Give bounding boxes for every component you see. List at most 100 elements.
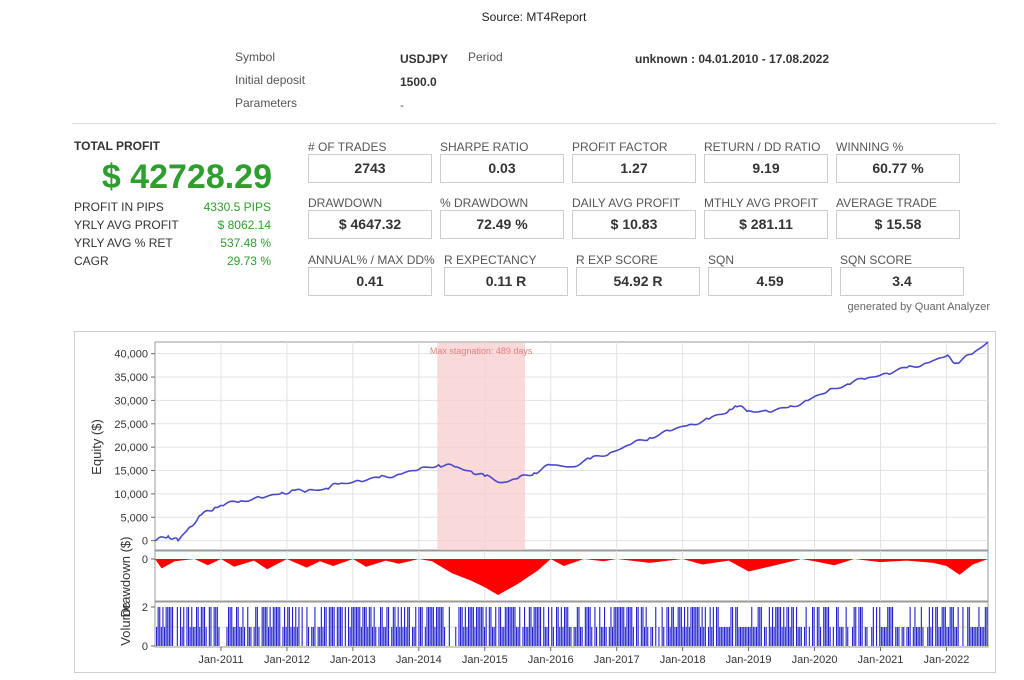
volume-bar bbox=[461, 607, 463, 646]
volume-bar bbox=[580, 627, 582, 646]
volume-bar bbox=[239, 627, 241, 646]
drawdown-axis-label: Drawdown ($) bbox=[118, 537, 133, 618]
volume-bar bbox=[818, 607, 820, 646]
volume-bar bbox=[740, 627, 742, 646]
volume-bar bbox=[661, 607, 663, 646]
volume-bar bbox=[909, 607, 911, 646]
volume-bar bbox=[528, 607, 530, 646]
volume-bar bbox=[231, 607, 233, 646]
volume-bar bbox=[860, 607, 862, 646]
volume-bar bbox=[328, 607, 330, 646]
max-stagnation-band bbox=[437, 343, 526, 550]
volume-bar bbox=[588, 607, 590, 646]
volume-bar bbox=[679, 607, 681, 646]
volume-bar bbox=[482, 607, 484, 646]
x-tick-label: Jan-2014 bbox=[396, 654, 442, 666]
volume-bar bbox=[394, 607, 396, 646]
volume-bar bbox=[277, 607, 279, 646]
equity-tick-label: 15,000 bbox=[114, 466, 148, 478]
metric-label-profit-factor: PROFIT FACTOR bbox=[572, 140, 668, 154]
total-profit-label: TOTAL PROFIT bbox=[74, 139, 160, 153]
metric-label-sqn: SQN bbox=[708, 253, 735, 267]
volume-bar bbox=[722, 627, 724, 646]
volume-bar bbox=[469, 607, 471, 646]
volume-bar bbox=[484, 627, 486, 646]
volume-bar bbox=[760, 607, 762, 646]
volume-bar bbox=[716, 607, 718, 646]
volume-bar bbox=[349, 627, 351, 646]
volume-bar bbox=[765, 627, 767, 646]
volume-bar bbox=[172, 607, 174, 646]
volume-bar bbox=[674, 627, 676, 646]
volume-bar bbox=[986, 607, 988, 646]
volume-bar bbox=[688, 627, 690, 646]
volume-bar bbox=[879, 607, 881, 646]
volume-bar bbox=[816, 607, 818, 646]
volume-bar bbox=[791, 607, 793, 646]
volume-bar bbox=[194, 627, 196, 646]
volume-bar bbox=[356, 607, 358, 646]
volume-bar bbox=[396, 627, 398, 646]
volume-bar bbox=[319, 627, 321, 646]
volume-bar bbox=[692, 607, 694, 646]
volume-bar bbox=[922, 627, 924, 646]
x-tick-label: Jan-2021 bbox=[858, 654, 904, 666]
volume-bar bbox=[824, 607, 826, 646]
volume-bar bbox=[658, 627, 660, 646]
volume-bar bbox=[855, 607, 857, 646]
volume-bar bbox=[546, 627, 548, 646]
volume-bar bbox=[602, 627, 604, 646]
volume-bar bbox=[852, 627, 854, 646]
volume-bar bbox=[567, 607, 569, 646]
volume-bar bbox=[392, 607, 394, 646]
volume-bar bbox=[314, 607, 316, 646]
volume-bar bbox=[906, 627, 908, 646]
volume-bar bbox=[728, 627, 730, 646]
volume-bar bbox=[381, 607, 383, 646]
volume-bar bbox=[509, 607, 511, 646]
volume-bar bbox=[672, 607, 674, 646]
volume-bar bbox=[952, 607, 954, 646]
volume-bar bbox=[685, 627, 687, 646]
volume-bar bbox=[370, 607, 372, 646]
volume-bar bbox=[285, 627, 287, 646]
volume-bar bbox=[943, 607, 945, 646]
volume-bar bbox=[386, 607, 388, 646]
volume-bar bbox=[431, 607, 433, 646]
volume-bar bbox=[378, 627, 380, 646]
volume-bar bbox=[663, 627, 665, 646]
volume-bar bbox=[367, 627, 369, 646]
volume-bar bbox=[205, 627, 207, 646]
volume-bar bbox=[258, 627, 260, 646]
metric-value-profit-factor: 1.27 bbox=[572, 154, 696, 183]
volume-bar bbox=[540, 607, 542, 646]
volume-bar bbox=[589, 607, 591, 646]
volume-bar bbox=[436, 607, 438, 646]
volume-bar bbox=[840, 627, 842, 646]
volume-bar bbox=[564, 607, 566, 646]
volume-bar bbox=[527, 627, 529, 646]
volume-bar bbox=[247, 607, 249, 646]
volume-bar bbox=[263, 607, 265, 646]
volume-bar bbox=[898, 627, 900, 646]
volume-bar bbox=[468, 607, 470, 646]
equity-tick-label: 35,000 bbox=[114, 372, 148, 384]
volume-bar bbox=[397, 607, 399, 646]
volume-bar bbox=[159, 607, 161, 646]
volume-bar bbox=[340, 607, 342, 646]
x-tick-label: Jan-2020 bbox=[792, 654, 838, 666]
volume-bar bbox=[352, 607, 354, 646]
volume-bar bbox=[570, 627, 572, 646]
volume-bar bbox=[232, 627, 234, 646]
volume-bar bbox=[826, 607, 828, 646]
volume-bar bbox=[199, 627, 201, 646]
volume-bar bbox=[616, 607, 618, 646]
volume-bar bbox=[968, 607, 970, 646]
x-tick-label: Jan-2012 bbox=[264, 654, 310, 666]
volume-bar bbox=[612, 627, 614, 646]
metric-label-pct-drawdown: % DRAWDOWN bbox=[440, 196, 529, 210]
volume-bar bbox=[244, 627, 246, 646]
volume-bar bbox=[429, 607, 431, 646]
volume-bar bbox=[192, 627, 194, 646]
volume-bar bbox=[485, 607, 487, 646]
